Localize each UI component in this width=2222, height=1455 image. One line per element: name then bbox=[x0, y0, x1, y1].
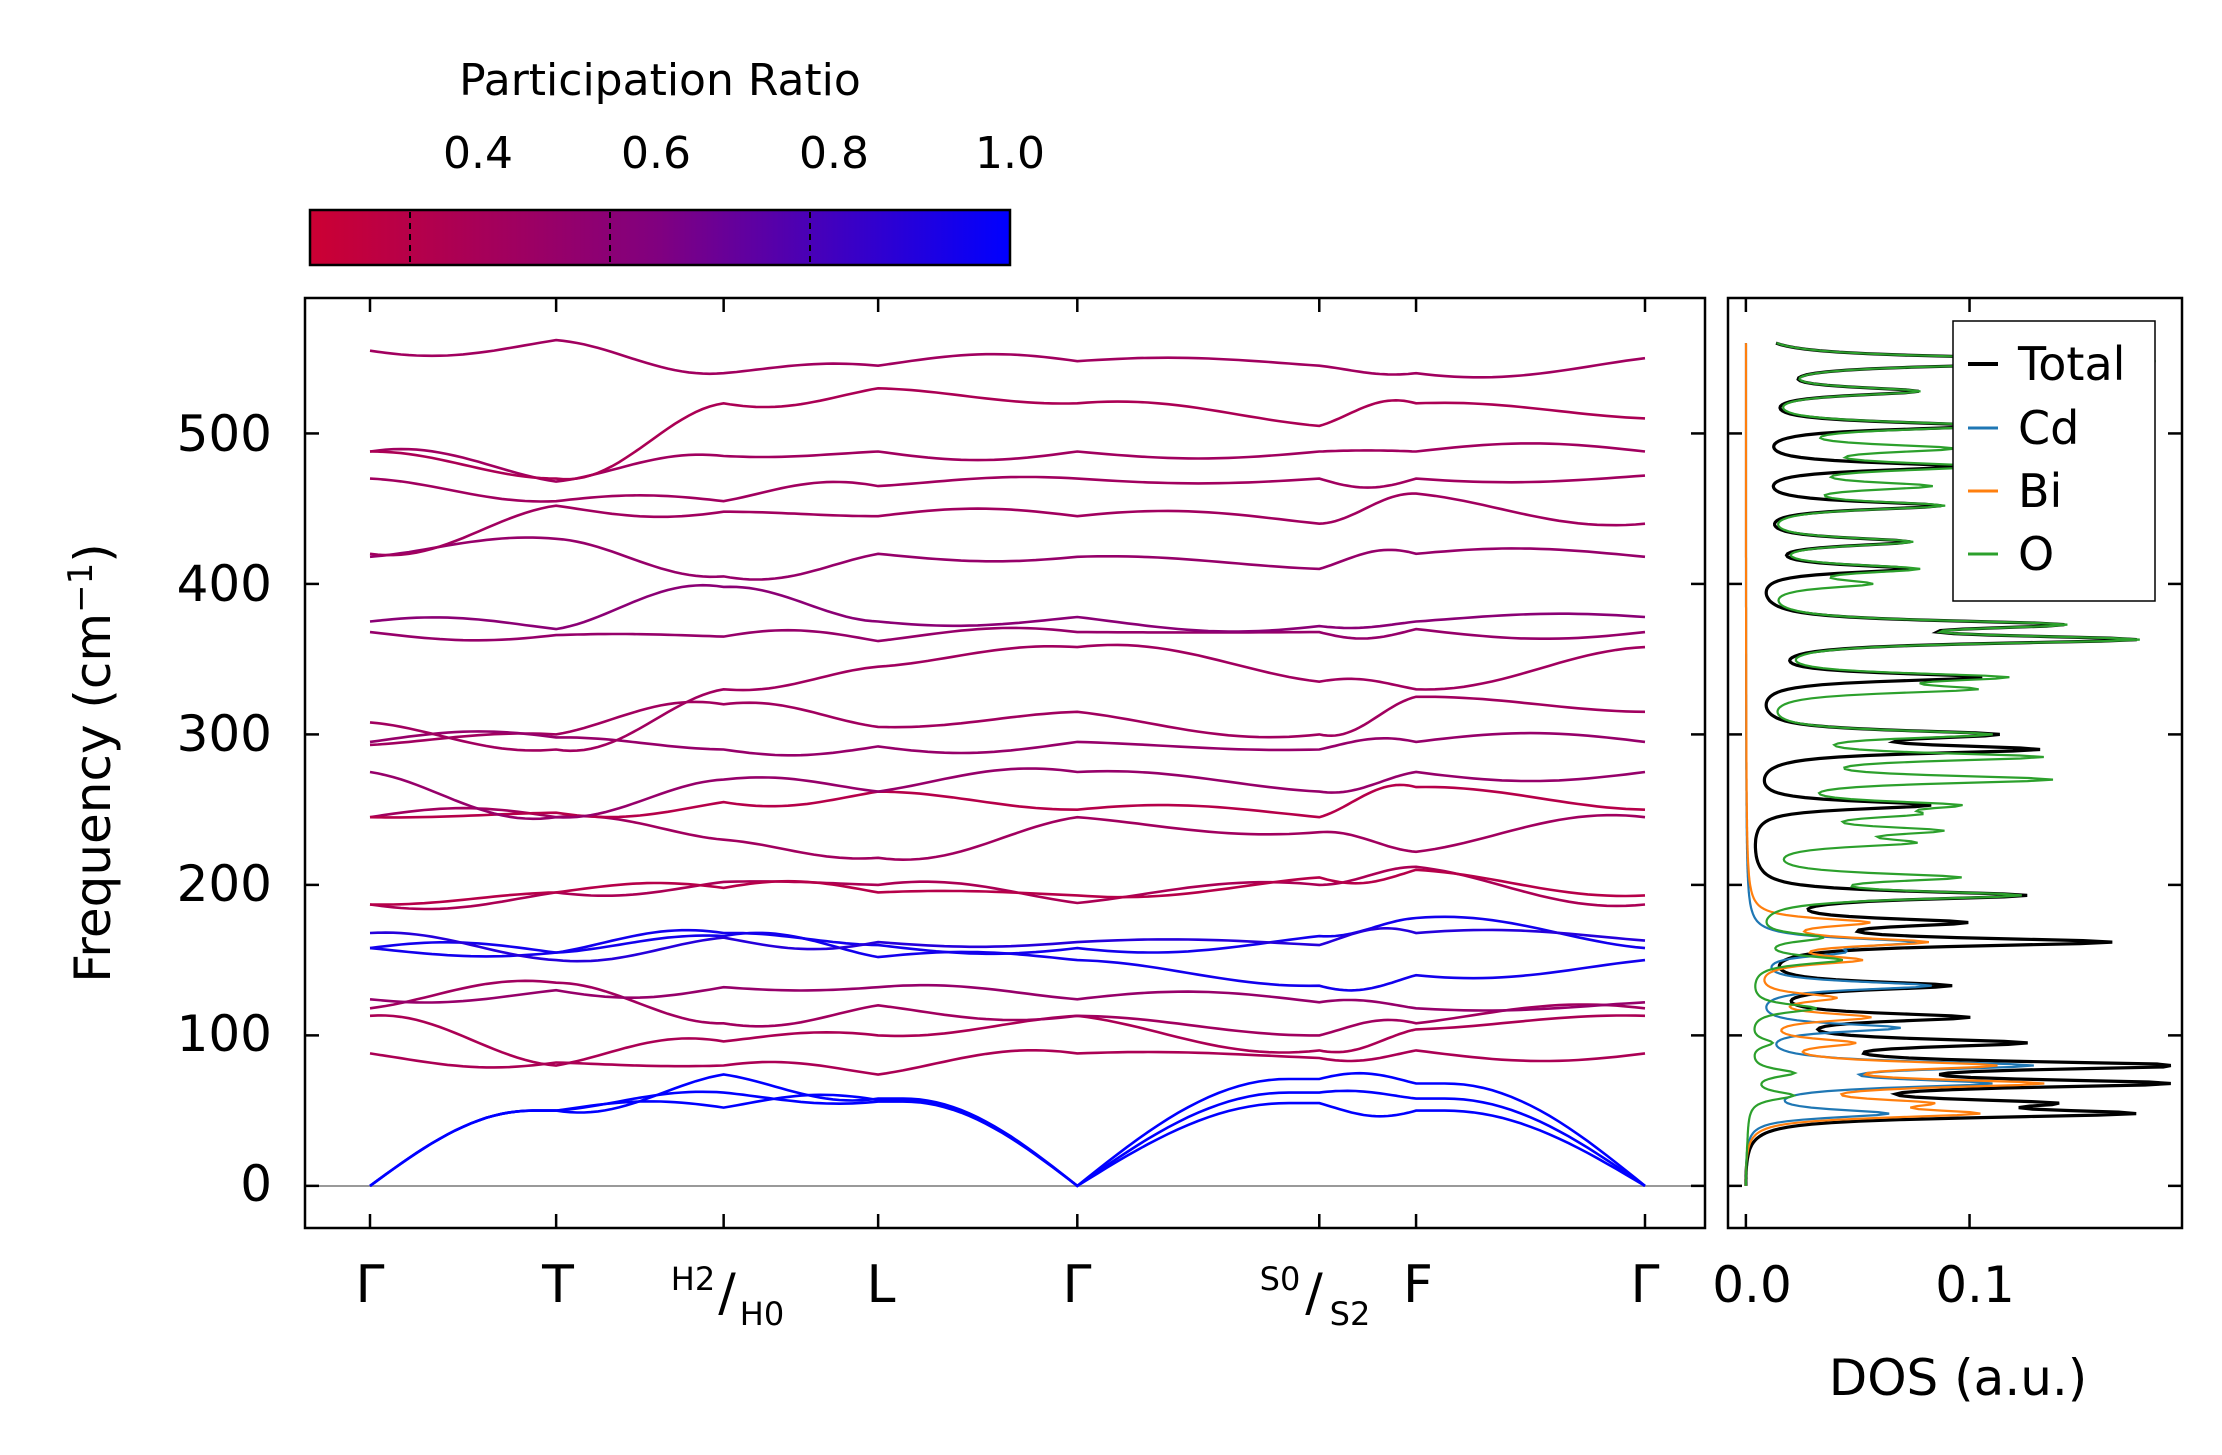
band-line bbox=[369, 1014, 1646, 1067]
kpoint-labels: Γ T H2 / H0 L Γ S0 / S2 F Γ bbox=[356, 1255, 1660, 1333]
band-line bbox=[369, 386, 1646, 481]
y-axis-label: Frequency (cm−1) bbox=[61, 543, 122, 983]
band-line bbox=[369, 583, 1646, 633]
dos-axes bbox=[1728, 298, 2182, 1228]
band-line bbox=[369, 1089, 1646, 1188]
dos-plot-frame bbox=[1726, 296, 2184, 1230]
kpoint-label: L bbox=[867, 1255, 896, 1315]
kpoint-slash: / bbox=[718, 1263, 736, 1323]
x-tick-label: 0.1 bbox=[1935, 1256, 2015, 1314]
kpoint-label-bottom: H0 bbox=[740, 1295, 784, 1333]
colorbar-tick-label: 0.4 bbox=[443, 128, 513, 179]
y-tick-label: 400 bbox=[177, 555, 272, 613]
band-line bbox=[369, 868, 1646, 906]
x-tick-label: 0.0 bbox=[1712, 1256, 1792, 1314]
kpoint-slash: / bbox=[1305, 1263, 1323, 1323]
kpoint-label: T bbox=[541, 1255, 574, 1315]
dos-line-bi bbox=[1744, 343, 2045, 1186]
y-tick-label: 0 bbox=[240, 1155, 272, 1213]
colorbar-tick-label: 1.0 bbox=[975, 128, 1045, 179]
dos-panel: 0.0 0.1 DOS (a.u.) Total Cd Bi O bbox=[1712, 296, 2184, 1407]
band-line bbox=[369, 442, 1646, 483]
band-line bbox=[369, 492, 1646, 557]
kpoint-label: Γ bbox=[1063, 1255, 1092, 1315]
kpoint-label: Γ bbox=[1631, 1255, 1660, 1315]
kpoint-label: Γ bbox=[356, 1255, 385, 1315]
band-line bbox=[369, 767, 1646, 821]
colorbar-tick-label: 0.8 bbox=[799, 128, 869, 179]
dos-line-o bbox=[1744, 342, 2156, 1186]
band-axes bbox=[305, 298, 1705, 1228]
colorbar-title: Participation Ratio bbox=[459, 55, 861, 106]
band-line bbox=[369, 626, 1646, 643]
band-line bbox=[369, 926, 1646, 963]
y-tick-label: 100 bbox=[177, 1005, 272, 1063]
band-line bbox=[369, 983, 1646, 1012]
band-line bbox=[369, 1093, 1646, 1188]
y-tick-label: 300 bbox=[177, 705, 272, 763]
band-line bbox=[369, 915, 1646, 956]
band-line bbox=[369, 865, 1646, 911]
band-line bbox=[369, 1071, 1646, 1188]
legend: Total Cd Bi O bbox=[1952, 320, 2156, 602]
kpoint-label: F bbox=[1403, 1255, 1433, 1315]
band-line bbox=[369, 730, 1646, 757]
band-line bbox=[369, 783, 1646, 819]
band-line bbox=[369, 643, 1646, 753]
band-line bbox=[369, 979, 1646, 1037]
band-line bbox=[369, 1049, 1646, 1076]
legend-label-total: Total bbox=[2017, 337, 2125, 391]
x-axis-label: DOS (a.u.) bbox=[1829, 1349, 2088, 1407]
phonon-bands bbox=[369, 338, 1646, 1188]
y-tick-label: 500 bbox=[177, 405, 272, 463]
y-tick-labels: 0 100 200 300 400 500 bbox=[177, 405, 272, 1213]
band-structure-panel: 0 100 200 300 400 500 Frequency (cm−1) Γ… bbox=[61, 296, 1707, 1333]
kpoint-label-top: S0 bbox=[1260, 1260, 1301, 1298]
band-line bbox=[369, 931, 1646, 992]
band-line bbox=[369, 536, 1646, 581]
band-line bbox=[369, 338, 1646, 379]
colorbar-ticks bbox=[409, 212, 811, 263]
colorbar-gradient bbox=[308, 208, 1012, 267]
dos-line-total bbox=[1744, 341, 2172, 1186]
y-tick-label: 200 bbox=[177, 855, 272, 913]
band-line bbox=[369, 695, 1646, 747]
legend-label-cd: Cd bbox=[2018, 401, 2079, 455]
band-line bbox=[369, 474, 1646, 503]
band-line bbox=[369, 806, 1646, 862]
band-plot-frame bbox=[303, 296, 1707, 1230]
legend-label-bi: Bi bbox=[2018, 464, 2062, 518]
kpoint-label-bottom: S2 bbox=[1330, 1295, 1371, 1333]
dos-curves bbox=[1744, 341, 2172, 1186]
colorbar-tick-label: 0.6 bbox=[621, 128, 691, 179]
legend-label-o: O bbox=[2018, 527, 2054, 581]
kpoint-label-top: H2 bbox=[671, 1260, 715, 1298]
colorbar: Participation Ratio 0.4 0.6 0.8 1.0 bbox=[308, 55, 1045, 267]
